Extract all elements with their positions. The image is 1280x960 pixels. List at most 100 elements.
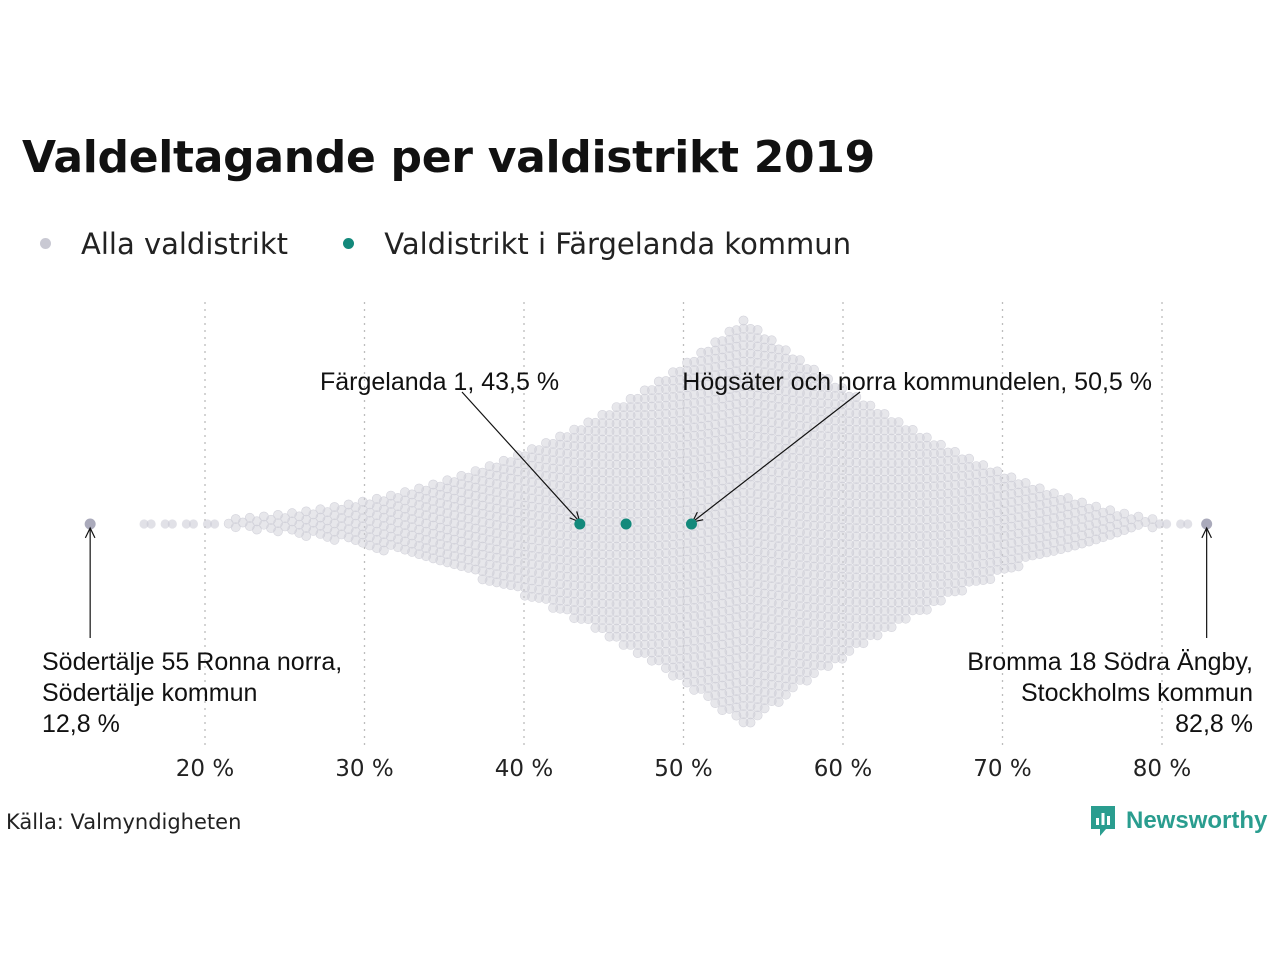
district-point [823,611,833,622]
district-point [675,538,685,549]
district-point [512,524,523,534]
district-point [604,492,615,503]
district-point [569,539,580,550]
district-point [541,520,551,530]
district-point [738,676,749,687]
district-point [646,590,657,600]
district-point [689,406,699,416]
district-point [646,573,657,584]
district-point [738,315,749,326]
district-point [682,456,692,466]
district-point [787,518,798,529]
district-point [780,607,791,618]
district-point [653,524,664,534]
district-point [703,404,714,414]
district-point [717,500,728,510]
district-point [604,516,615,527]
district-point [795,502,805,513]
district-point [837,571,848,582]
district-point [576,531,587,542]
district-point [548,455,558,466]
district-point [689,479,699,490]
district-point [590,581,601,592]
district-point [766,417,777,428]
district-point [745,668,756,679]
district-point [653,598,664,608]
district-point [745,414,756,424]
district-point [576,482,587,493]
district-point [583,606,594,616]
district-point [795,650,805,661]
district-point [787,502,798,512]
district-point [823,382,833,393]
district-point [816,373,826,384]
district-point [590,483,601,494]
district-point [632,525,643,535]
district-point [675,612,685,623]
district-point [597,623,608,633]
district-point [745,430,756,441]
district-point [498,546,509,556]
district-point [717,672,728,683]
district-point [653,647,664,657]
district-point [639,451,650,461]
district-point [837,563,848,574]
district-point [689,438,699,449]
district-point [780,509,791,520]
district-point [639,459,650,470]
district-point [795,420,805,431]
district-point [675,481,685,492]
district-point [576,433,587,444]
district-point [583,573,594,584]
district-point [745,570,756,580]
district-point [830,464,840,475]
district-point [668,391,678,402]
district-point [809,504,819,514]
district-point [668,638,678,648]
district-point [823,538,833,548]
district-point [738,348,749,359]
district-point [639,467,650,478]
annotation-label: Bromma 18 Södra Ängby, [967,648,1253,676]
district-point [795,543,805,554]
district-point [653,548,664,559]
district-point [837,506,848,516]
district-point [583,433,594,444]
district-point [639,393,650,404]
district-point [717,631,728,642]
district-point [802,560,812,571]
district-point [717,459,728,469]
district-point [576,425,587,436]
district-point [773,680,784,691]
district-point [604,557,615,568]
district-point [703,494,714,505]
district-point [703,617,714,628]
district-point [569,555,580,566]
district-point [689,627,699,638]
district-point [745,520,756,531]
district-point [802,380,812,391]
district-point [787,370,798,381]
district-point [653,581,664,592]
district-point [802,569,812,579]
district-point [816,488,826,499]
district-point [646,647,657,658]
district-point [181,519,191,529]
district-point [611,541,622,552]
district-point [802,429,812,440]
district-point [576,441,587,452]
district-point [590,565,601,576]
district-point [604,566,615,576]
district-point [689,463,699,474]
district-point [689,660,699,671]
district-point [562,555,573,566]
district-point [703,560,714,570]
district-point [802,667,812,678]
district-point [541,446,551,457]
district-point [675,571,685,582]
district-point [745,496,756,506]
district-point [802,634,812,645]
district-point [618,508,629,519]
district-point [646,549,657,559]
district-point [668,662,678,673]
